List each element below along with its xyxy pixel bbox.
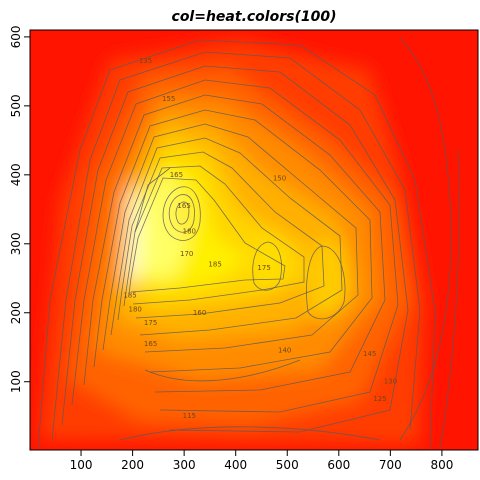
x-tick-label: 700 xyxy=(379,458,402,472)
contour-line xyxy=(144,359,301,382)
contour-line xyxy=(110,137,343,336)
contour-line xyxy=(439,149,460,449)
contour-line xyxy=(168,194,195,233)
y-tick-label: 400 xyxy=(9,163,23,186)
heat-region xyxy=(125,178,142,285)
contour-label: 155 xyxy=(162,95,175,103)
contour-line xyxy=(83,94,386,393)
x-tick-label: 600 xyxy=(327,458,350,472)
heat-region xyxy=(255,235,282,290)
contour-line xyxy=(61,65,409,433)
contour-line xyxy=(119,426,381,441)
x-tick-label: 800 xyxy=(430,458,453,472)
contour-label: 115 xyxy=(183,412,196,420)
contour-label: 170 xyxy=(180,250,193,258)
contour-line xyxy=(175,201,190,225)
y-tick-label: 600 xyxy=(9,25,23,48)
contour-label: 125 xyxy=(373,395,386,403)
contour-lines xyxy=(37,37,460,449)
contour-label: 165 xyxy=(177,202,190,210)
contour-label: 175 xyxy=(144,319,157,327)
x-tick-label: 200 xyxy=(121,458,144,472)
x-tick-label: 400 xyxy=(224,458,247,472)
contour-label: 180 xyxy=(183,227,196,235)
contour-label: 135 xyxy=(139,57,152,65)
plot-frame xyxy=(29,29,479,451)
contour-line xyxy=(117,151,325,321)
contour-label: 185 xyxy=(123,292,136,300)
x-axis: 100 200 300 400 500 600 700 800 xyxy=(70,450,453,472)
contour-label: 130 xyxy=(384,378,397,386)
heat-region xyxy=(310,240,350,320)
heat-field xyxy=(40,40,425,445)
contour-label: 180 xyxy=(129,305,142,313)
contour-line xyxy=(128,177,286,295)
contour-label: 165 xyxy=(144,340,157,348)
contour-line xyxy=(71,79,399,413)
contour-line xyxy=(306,245,346,320)
contour-line xyxy=(162,186,201,241)
contour-label: 145 xyxy=(363,350,376,358)
y-axis: 100 200 300 400 500 600 xyxy=(9,25,30,393)
heat-region xyxy=(170,188,195,240)
contour-line xyxy=(123,165,305,307)
y-tick-label: 500 xyxy=(9,94,23,117)
chart-title: col=heat.colors(100) xyxy=(172,9,337,25)
contour-line xyxy=(399,37,452,441)
contour-label: 160 xyxy=(193,309,206,317)
x-tick-label: 500 xyxy=(276,458,299,472)
y-tick-label: 100 xyxy=(9,370,23,393)
contour-label: 185 xyxy=(208,261,221,269)
contour-label: 175 xyxy=(257,264,270,272)
contour-line xyxy=(252,241,282,291)
contour-line xyxy=(102,123,359,353)
y-tick-label: 300 xyxy=(9,232,23,255)
contour-label: 165 xyxy=(170,171,183,179)
contour-label: 150 xyxy=(273,174,286,182)
x-tick-label: 100 xyxy=(70,458,93,472)
contour-line xyxy=(51,51,421,441)
contour-label: 140 xyxy=(278,347,291,355)
y-tick-label: 200 xyxy=(9,301,23,324)
contour-line xyxy=(134,167,171,233)
x-tick-label: 300 xyxy=(173,458,196,472)
contour-line xyxy=(93,109,373,373)
contour-line xyxy=(37,39,436,449)
